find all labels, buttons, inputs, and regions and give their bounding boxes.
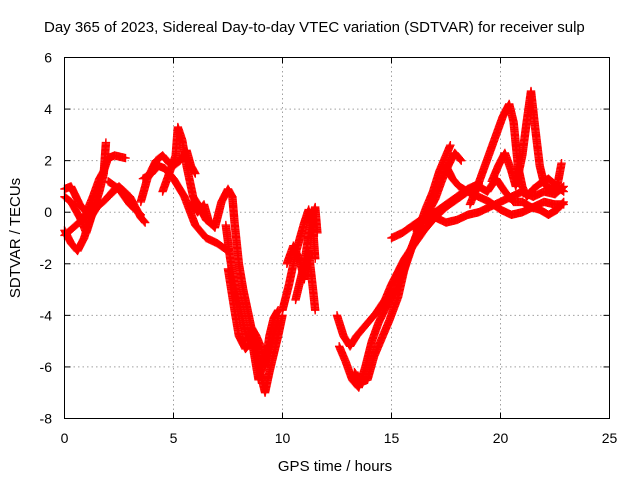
plot-frame <box>64 57 610 419</box>
data-point <box>95 197 104 207</box>
data-point <box>557 159 566 168</box>
data-point <box>140 218 150 227</box>
x-tick-label: 20 <box>493 430 509 446</box>
data-point <box>273 316 283 325</box>
y-tick-label: -8 <box>40 411 53 427</box>
data-point <box>101 138 111 147</box>
y-tick-label: 0 <box>44 204 52 220</box>
data-point <box>121 153 130 163</box>
x-tick-label: 5 <box>170 430 178 446</box>
data-point <box>191 169 200 178</box>
data-point <box>136 210 145 219</box>
data-point <box>559 197 568 207</box>
y-tick-label: -6 <box>40 359 53 375</box>
data-point <box>559 187 568 196</box>
x-tick-label: 15 <box>384 430 400 446</box>
data-point <box>313 228 322 238</box>
x-tick-label: 10 <box>275 430 291 446</box>
y-tick-label: 6 <box>44 50 52 66</box>
data-point <box>140 217 149 226</box>
data-point <box>135 209 145 219</box>
y-axis-label: SDTVAR / TECUs <box>7 178 24 298</box>
data-point <box>558 186 567 195</box>
data-point <box>311 306 320 315</box>
x-tick-label: 0 <box>61 430 69 446</box>
chart-title: Day 365 of 2023, Sidereal Day-to-day VTE… <box>44 19 585 36</box>
x-tick-label: 25 <box>602 430 618 446</box>
data-point <box>456 155 465 164</box>
y-tick-label: -2 <box>40 256 53 272</box>
x-axis-label: GPS time / hours <box>278 458 392 475</box>
data-points <box>60 86 568 397</box>
data-point <box>558 198 568 208</box>
data-point <box>446 140 455 150</box>
y-tick-label: 4 <box>44 101 52 117</box>
y-tick-label: -4 <box>40 307 53 323</box>
tick-labels: 0 5 10 15 20 25 -8 -6 -4 -2 0 2 4 6 <box>40 50 618 447</box>
y-tick-label: 2 <box>44 153 52 169</box>
data-point <box>457 156 466 165</box>
